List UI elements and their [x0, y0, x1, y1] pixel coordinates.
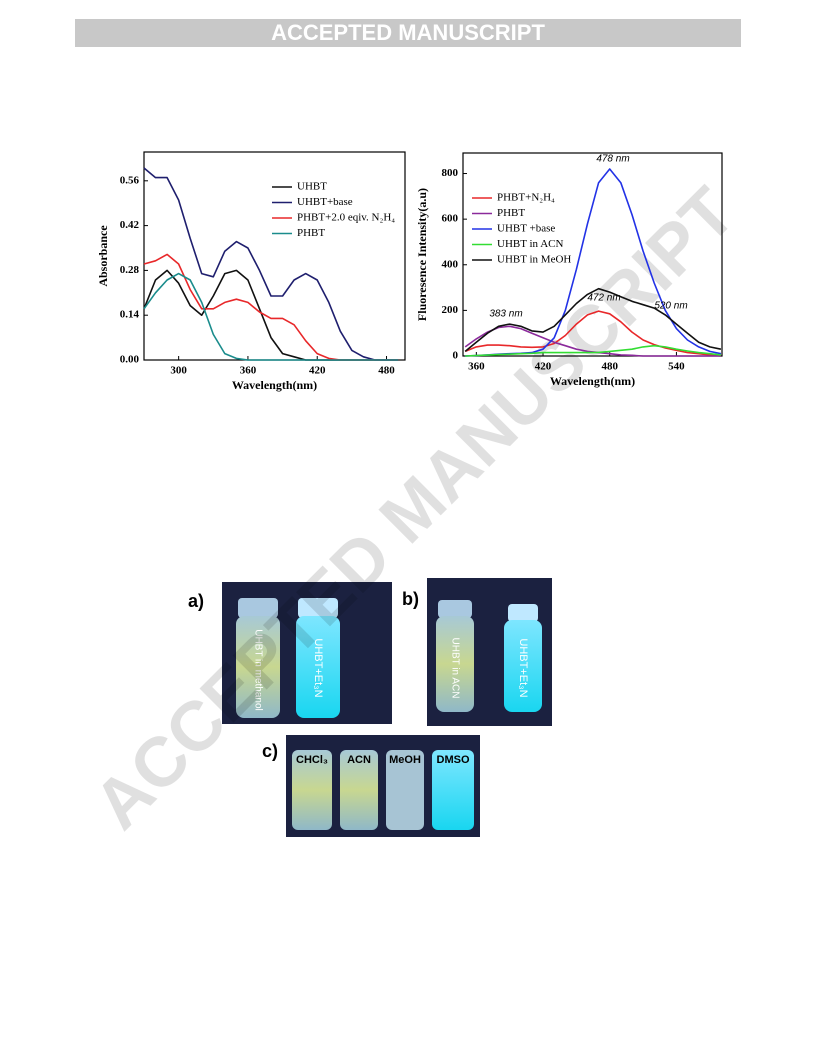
x-axis-label: Wavelength(nm)	[232, 378, 317, 392]
x-tick-label: 360	[468, 361, 485, 373]
vial-label: UHBT+Et₃N	[517, 638, 529, 697]
legend-label: UHBT+base	[297, 196, 353, 208]
x-tick-label: 360	[240, 365, 257, 377]
y-tick-label: 0.00	[120, 354, 140, 366]
y-tick-label: 800	[442, 167, 459, 179]
x-tick-label: 420	[535, 361, 552, 373]
photo-b	[427, 578, 552, 726]
plot-frame	[143, 151, 406, 361]
panel-label: a)	[188, 591, 204, 611]
photo-c	[286, 735, 480, 837]
vial-label: CHCl₃	[296, 754, 328, 766]
x-tick-label: 420	[309, 365, 326, 377]
y-tick-label: 0.28	[120, 264, 140, 276]
data-line	[143, 269, 399, 361]
header-band	[75, 19, 741, 47]
y-axis-label: Absorbance	[96, 225, 110, 287]
annotation: 520 nm	[654, 301, 687, 312]
y-tick-label: 0.42	[120, 219, 140, 231]
y-tick-label: 0	[453, 350, 459, 362]
legend-label: UHBT	[297, 181, 327, 193]
panel-label: c)	[262, 741, 278, 761]
y-tick-label: 400	[442, 258, 459, 270]
vial-label: MeOH	[389, 754, 421, 766]
panel-label: b)	[402, 589, 419, 609]
legend-label: PHBT	[497, 207, 525, 219]
data-line	[464, 287, 722, 353]
x-tick-label: 300	[170, 365, 187, 377]
header-title: ACCEPTED MANUSCRIPT	[271, 20, 545, 45]
data-line	[464, 310, 721, 357]
data-line	[143, 167, 399, 361]
chart: 360 420 480 540 0 200 400 600 800 Wavelength(nm) F…	[415, 152, 723, 388]
y-tick-label: 0.14	[120, 309, 140, 321]
y-tick-label: 0.56	[120, 174, 140, 186]
photo-a	[222, 582, 392, 724]
vial-label: UHBT in methanol	[252, 629, 263, 711]
y-tick-label: 600	[442, 213, 459, 225]
chart: 300 360 420 480 0.00 0.14 0.28 0.42 0.56 Waveleng…	[96, 151, 406, 392]
annotation: 383 nm	[489, 309, 522, 320]
legend-label: UHBT in MeOH	[497, 254, 571, 266]
y-axis-label: Fluoresence Intensity(a.u)	[415, 188, 429, 321]
legend-label: PHBT+N₂H₄	[497, 192, 555, 204]
x-tick-label: 540	[668, 361, 685, 373]
legend-label: PHBT+2.0 eqiv. N₂H₄	[297, 212, 395, 224]
plot-frame	[462, 152, 723, 357]
legend-label: PHBT	[297, 227, 325, 239]
legend-label: UHBT +base	[497, 223, 555, 235]
vial-label: ACN	[347, 754, 371, 766]
vial-label: UHBT in ACN	[449, 638, 460, 699]
data-line	[465, 344, 721, 357]
data-line	[143, 253, 399, 361]
vial-label: UHBT+Et₃N	[312, 638, 324, 697]
x-tick-label: 480	[601, 361, 618, 373]
annotation: 478 nm	[596, 154, 629, 165]
y-tick-label: 200	[442, 304, 459, 316]
data-line	[143, 272, 399, 361]
x-tick-label: 480	[378, 365, 395, 377]
legend-label: UHBT in ACN	[497, 238, 563, 250]
vial-label: DMSO	[437, 754, 470, 766]
annotation: 472 nm	[587, 293, 620, 304]
x-axis-label: Wavelength(nm)	[550, 374, 635, 388]
